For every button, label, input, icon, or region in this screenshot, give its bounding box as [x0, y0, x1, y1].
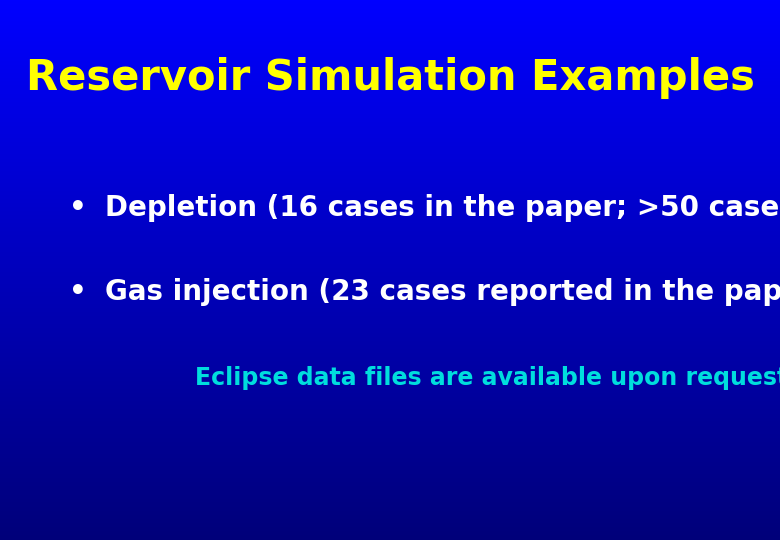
Text: Gas injection (23 cases reported in the paper): Gas injection (23 cases reported in the … — [105, 278, 780, 306]
Text: •: • — [69, 278, 87, 306]
Text: Reservoir Simulation Examples: Reservoir Simulation Examples — [26, 57, 754, 99]
Text: Depletion (16 cases in the paper; >50 cases total): Depletion (16 cases in the paper; >50 ca… — [105, 194, 780, 222]
Text: •: • — [69, 194, 87, 222]
Text: Eclipse data files are available upon request: Eclipse data files are available upon re… — [195, 366, 780, 390]
